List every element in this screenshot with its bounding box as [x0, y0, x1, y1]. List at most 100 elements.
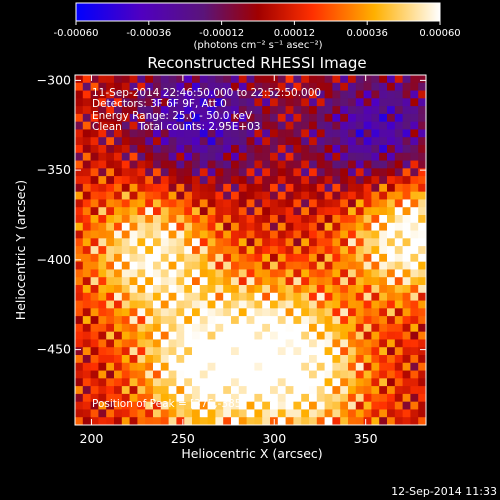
heatmap-cell	[176, 378, 185, 387]
heatmap-cell	[184, 401, 193, 411]
chart-title: Reconstructed RHESSI Image	[147, 54, 366, 72]
heatmap-cell	[246, 285, 255, 294]
heatmap-cell	[340, 230, 349, 239]
heatmap-cell	[145, 215, 154, 224]
heatmap-cell	[262, 277, 271, 286]
heatmap-cell	[98, 308, 107, 317]
heatmap-cell	[340, 129, 349, 138]
heatmap-cell	[153, 129, 162, 138]
heatmap-cell	[106, 261, 115, 271]
heatmap-cell	[231, 168, 240, 177]
heatmap-cell	[340, 90, 349, 99]
heatmap-cell	[121, 98, 131, 107]
heatmap-cell	[176, 292, 185, 302]
heatmap-cell	[207, 121, 216, 131]
heatmap-cell	[355, 160, 365, 169]
heatmap-cell	[231, 253, 240, 263]
heatmap-cell	[332, 285, 341, 294]
heatmap-cell	[168, 331, 177, 341]
heatmap-cell	[348, 347, 357, 356]
heatmap-cell	[114, 145, 123, 154]
heatmap-cell	[75, 253, 84, 263]
info-line-detectors: Detectors: 3F 6F 9F, Att 0	[92, 98, 227, 110]
heatmap-cell	[379, 401, 388, 411]
heatmap-cell	[192, 160, 201, 169]
heatmap-cell	[418, 370, 426, 379]
heatmap-cell	[75, 113, 84, 123]
heatmap-cell	[145, 121, 154, 131]
heatmap-cell	[277, 168, 287, 177]
heatmap-cell	[277, 308, 287, 317]
heatmap-cell	[160, 160, 170, 169]
heatmap-cell	[254, 246, 263, 255]
heatmap-cell	[324, 355, 333, 364]
heatmap-cell	[270, 90, 279, 99]
heatmap-cell	[418, 98, 426, 107]
heatmap-cell	[184, 230, 193, 239]
heatmap-cell	[153, 82, 162, 92]
heatmap-cell	[379, 215, 388, 224]
heatmap-cell	[129, 347, 138, 356]
heatmap-cell	[309, 378, 318, 387]
heatmap-cell	[402, 82, 411, 92]
heatmap-cell	[168, 339, 177, 348]
heatmap-cell	[262, 98, 271, 107]
heatmap-cell	[129, 98, 138, 107]
heatmap-cell	[199, 152, 209, 162]
heatmap-cell	[348, 323, 357, 333]
heatmap-cell	[192, 129, 201, 138]
heatmap-cell	[75, 129, 84, 138]
heatmap-cell	[153, 417, 162, 425]
heatmap-cell	[238, 401, 248, 411]
heatmap-cell	[301, 378, 310, 387]
heatmap-cell	[231, 355, 240, 364]
heatmap-cell	[90, 308, 99, 317]
heatmap-cell	[153, 347, 162, 356]
heatmap-cell	[363, 347, 372, 356]
heatmap-cell	[309, 98, 318, 107]
heatmap-cell	[199, 386, 209, 395]
heatmap-cell	[324, 370, 333, 379]
heatmap-cell	[262, 347, 271, 356]
heatmap-cell	[340, 393, 349, 403]
heatmap-cell	[231, 145, 240, 154]
heatmap-cell	[387, 409, 396, 418]
heatmap-cell	[418, 191, 426, 201]
heatmap-cell	[160, 417, 170, 425]
heatmap-cell	[231, 176, 240, 185]
heatmap-cell	[254, 393, 263, 403]
heatmap-cell	[168, 323, 177, 333]
heatmap-cell	[309, 145, 318, 154]
heatmap-cell	[355, 199, 365, 208]
heatmap-cell	[348, 215, 357, 224]
heatmap-cell	[176, 300, 185, 309]
heatmap-cell	[192, 393, 201, 403]
heatmap-cell	[153, 323, 162, 333]
colorbar-tick-label: -0.00036	[126, 28, 171, 39]
heatmap-cell	[145, 331, 154, 341]
heatmap-cell	[114, 261, 123, 271]
heatmap-cell	[129, 261, 138, 271]
heatmap-cell	[199, 129, 209, 138]
heatmap-cell	[90, 253, 99, 263]
heatmap-cell	[199, 121, 209, 131]
heatmap-cell	[121, 339, 131, 348]
heatmap-cell	[332, 339, 341, 348]
heatmap-cell	[387, 222, 396, 232]
heatmap-cell	[379, 300, 388, 309]
heatmap-cell	[387, 183, 396, 193]
heatmap-cell	[324, 269, 333, 278]
heatmap-cell	[402, 308, 411, 317]
heatmap-cell	[262, 145, 271, 154]
heatmap-cell	[410, 331, 419, 341]
heatmap-cell	[137, 176, 146, 185]
heatmap-cell	[238, 253, 248, 263]
heatmap-cell	[106, 316, 115, 325]
heatmap-cell	[129, 199, 138, 208]
heatmap-cell	[129, 277, 138, 286]
heatmap-cell	[207, 378, 216, 387]
heatmap-cell	[231, 292, 240, 302]
heatmap-cell	[324, 292, 333, 302]
heatmap-cell	[153, 292, 162, 302]
heatmap-cell	[246, 152, 255, 162]
